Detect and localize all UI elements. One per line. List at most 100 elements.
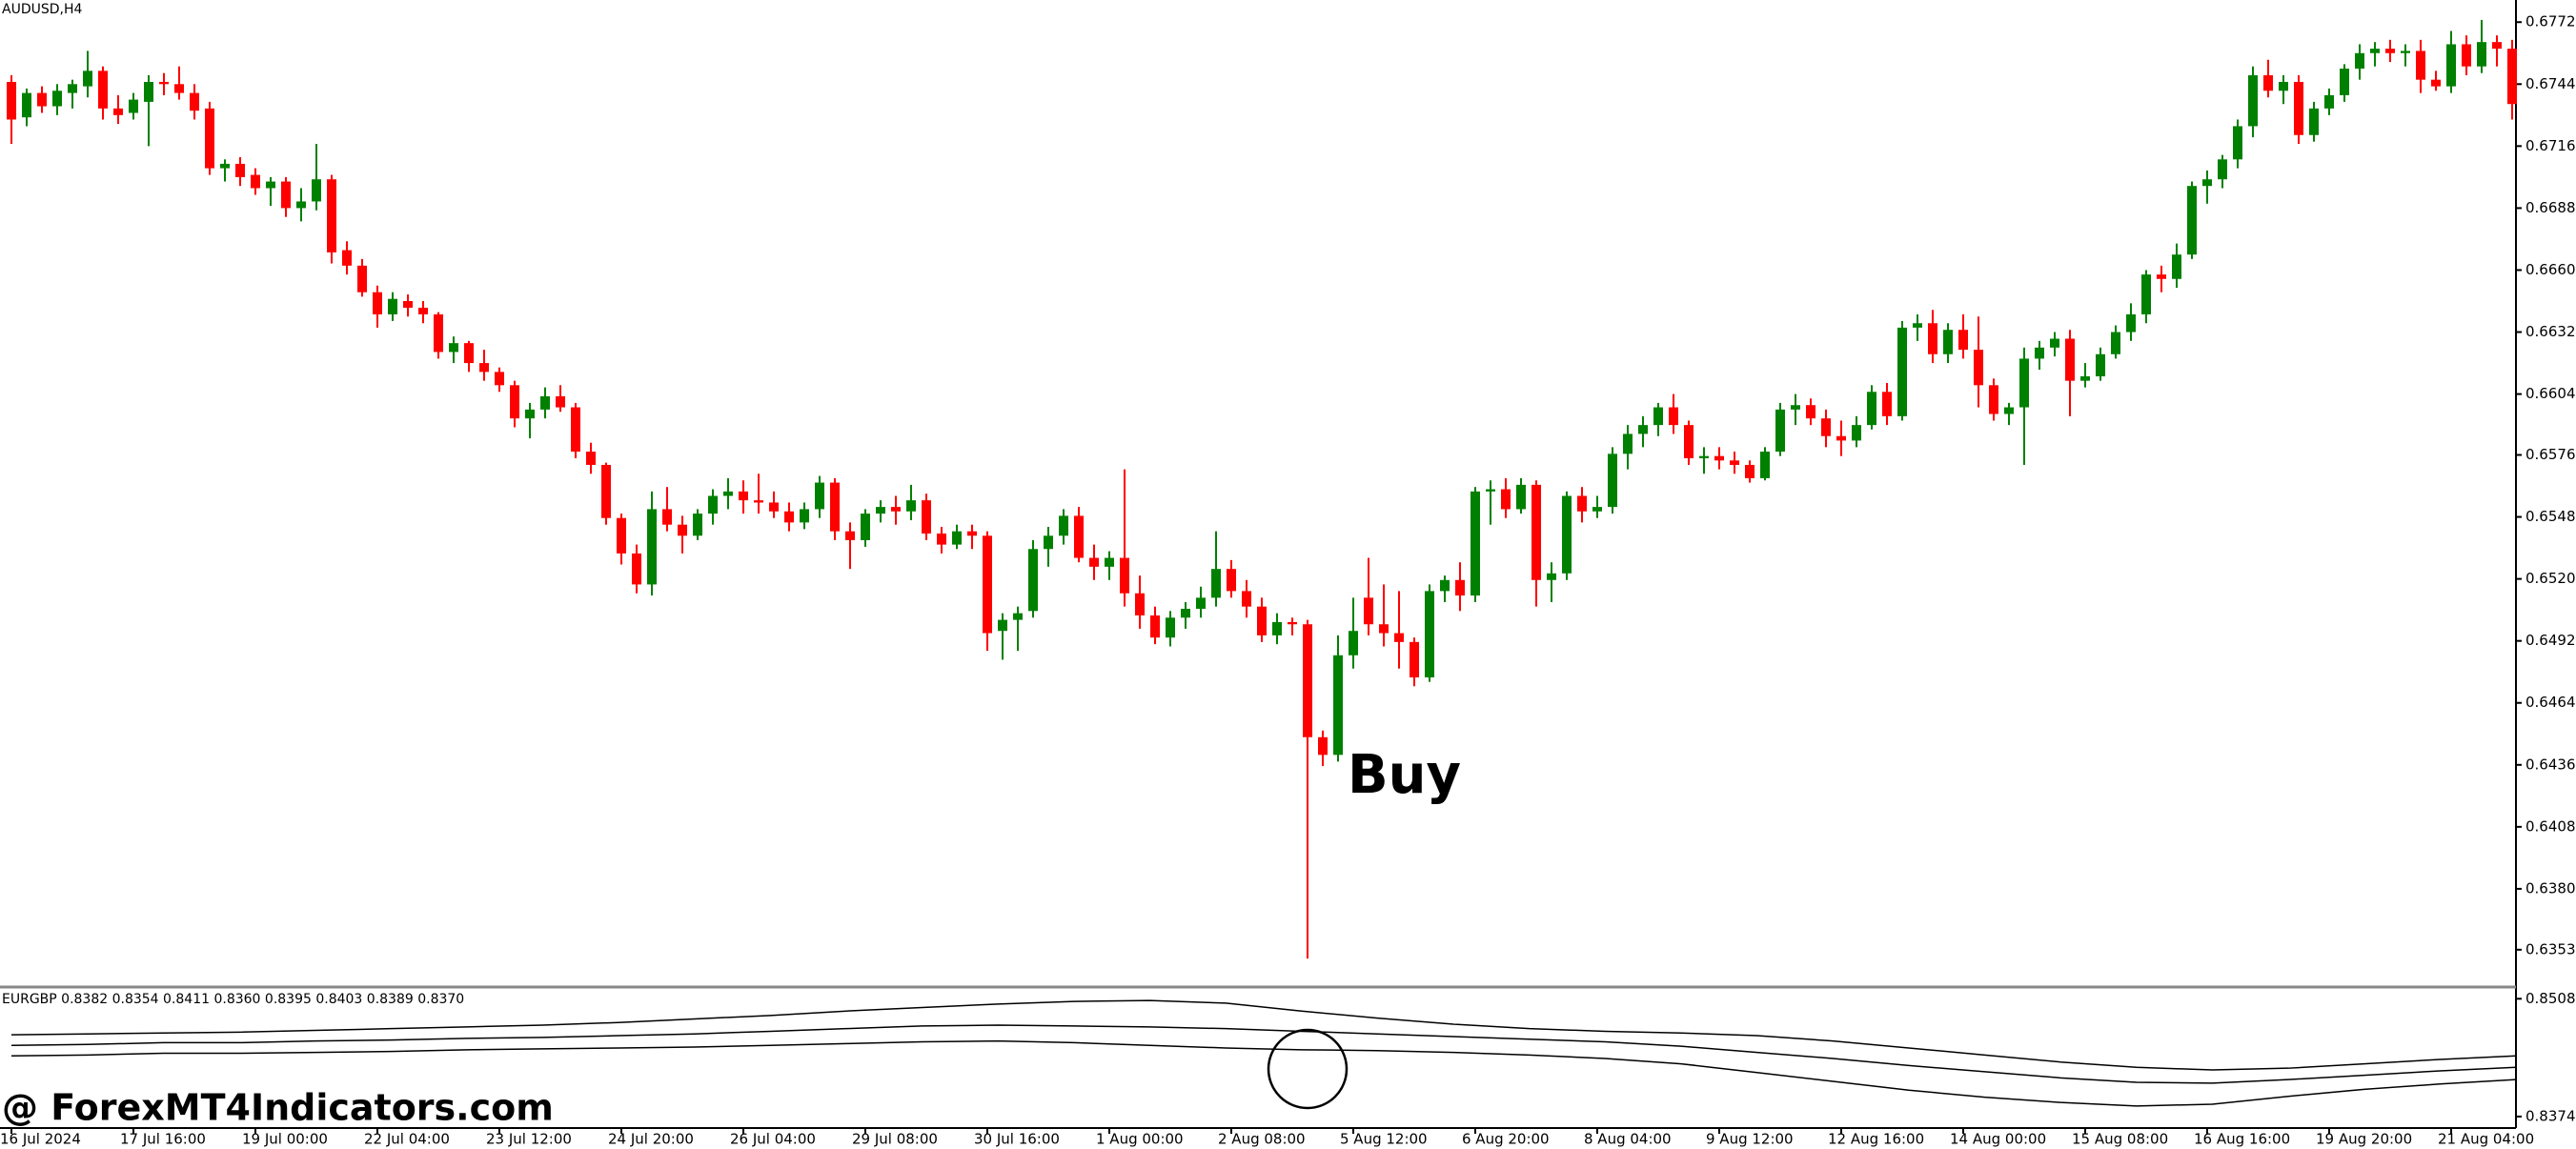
candle-body xyxy=(784,511,794,523)
candle-body xyxy=(434,313,443,353)
candle-body xyxy=(2385,49,2395,53)
candle-body xyxy=(739,491,748,501)
y-tick-label: 0.64365 xyxy=(2525,756,2576,773)
candle-body xyxy=(1516,484,1526,510)
candle-body xyxy=(1699,455,1709,458)
candle-body xyxy=(235,163,245,177)
candle-body xyxy=(1044,535,1053,550)
candle-body xyxy=(571,407,580,453)
candle-body xyxy=(174,84,184,93)
candle-body xyxy=(601,464,611,518)
candle-body xyxy=(1653,407,1663,426)
candle-body xyxy=(2080,376,2090,381)
candle-body xyxy=(2416,50,2425,80)
candle-body xyxy=(7,81,16,120)
candle-body xyxy=(617,517,626,554)
candle-body xyxy=(983,535,992,634)
candle-body xyxy=(327,179,336,252)
signal-circle xyxy=(1267,1028,1349,1110)
candle-body xyxy=(586,452,596,465)
candle-body xyxy=(2050,338,2059,348)
candle-body xyxy=(678,524,687,536)
candle-body xyxy=(1501,489,1511,510)
candle-body xyxy=(2324,94,2334,109)
candle-body xyxy=(1272,621,1282,635)
y-tick-label: 0.8374 xyxy=(2525,1107,2576,1124)
indicator-line xyxy=(10,1024,2517,1084)
candle-body xyxy=(1074,515,1084,558)
candle-body xyxy=(693,514,702,536)
candle-body xyxy=(1318,736,1328,756)
candle-body xyxy=(449,343,458,353)
candle-body xyxy=(1486,489,1495,492)
candle-body xyxy=(98,71,108,109)
x-tick-label: 22 Jul 04:00 xyxy=(364,1131,450,1148)
candle-body xyxy=(357,265,367,292)
candle-body xyxy=(2507,49,2517,105)
candle-body xyxy=(2492,42,2502,50)
candle-body xyxy=(403,301,413,308)
candle-body xyxy=(68,84,77,93)
candle-body xyxy=(1196,597,1206,609)
candle-body xyxy=(891,507,901,512)
candle-body xyxy=(1989,385,1998,414)
candle-body xyxy=(1379,624,1389,634)
candle-body xyxy=(1028,549,1038,612)
watermark: @ ForexMT4Indicators.com xyxy=(2,1087,554,1129)
candle-body xyxy=(2202,179,2212,187)
candle-body xyxy=(1592,507,1602,512)
candle-body xyxy=(540,395,550,410)
candle-body xyxy=(418,307,428,314)
candle-body xyxy=(479,363,489,373)
candle-body xyxy=(2263,75,2273,91)
x-tick-label: 5 Aug 12:00 xyxy=(1340,1131,1428,1148)
candle-body xyxy=(1105,557,1114,567)
candle-body xyxy=(1623,433,1633,454)
candle-body xyxy=(1943,330,1953,354)
x-tick-label: 16 Jul 2024 xyxy=(0,1131,81,1148)
candle-body xyxy=(2477,42,2486,67)
candle-body xyxy=(1455,579,1465,596)
candle-body xyxy=(1974,350,1983,386)
candle-body xyxy=(2035,347,2044,359)
candle-body xyxy=(1760,452,1770,478)
candle-body xyxy=(464,343,474,364)
candle-body xyxy=(1836,435,1846,441)
candle-body xyxy=(52,91,62,107)
candle-body xyxy=(1806,405,1815,419)
candle-body xyxy=(1745,464,1755,478)
candle-body xyxy=(2340,69,2349,95)
candle-body xyxy=(2279,81,2288,91)
candle-body xyxy=(2401,50,2410,53)
y-tick-label: 0.64645 xyxy=(2525,694,2576,711)
y-tick-label: 0.65485 xyxy=(2525,508,2576,525)
candle-body xyxy=(296,201,306,209)
y-tick-label: 0.8508 xyxy=(2525,990,2576,1007)
x-tick-label: 26 Jul 04:00 xyxy=(730,1131,816,1148)
candle-body xyxy=(1013,613,1023,620)
candle-body xyxy=(1821,418,1831,436)
x-tick-label: 8 Aug 04:00 xyxy=(1584,1131,1672,1148)
candle-body xyxy=(1638,425,1648,434)
candle-body xyxy=(1257,606,1267,635)
candle-body xyxy=(1791,405,1800,410)
candle-body xyxy=(159,81,169,85)
candle-body xyxy=(998,619,1007,632)
x-tick-label: 29 Jul 08:00 xyxy=(852,1131,938,1148)
candle-body xyxy=(312,179,321,202)
candle-body xyxy=(922,500,931,534)
candle-body xyxy=(1714,455,1724,461)
candle-body xyxy=(205,108,214,169)
candle-body xyxy=(2004,407,2014,414)
candle-body xyxy=(2294,81,2303,135)
candle-body xyxy=(83,71,92,87)
candle-body xyxy=(754,500,763,503)
candle-body xyxy=(647,509,657,585)
candle-body xyxy=(1089,557,1099,567)
